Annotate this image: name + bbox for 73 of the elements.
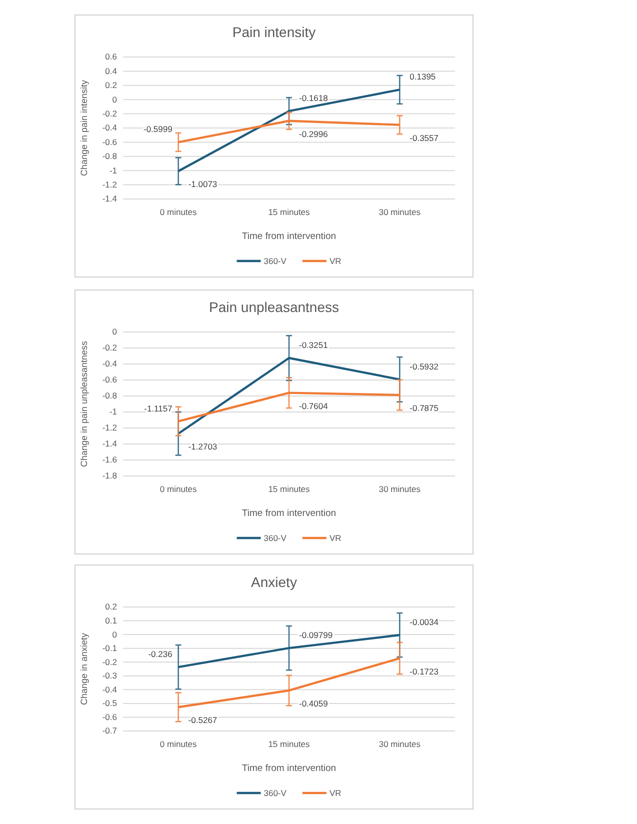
- legend-label: VR: [329, 256, 342, 266]
- data-label: -0.5267: [188, 715, 218, 726]
- data-label: -0.1723: [410, 666, 439, 676]
- y-tick-label: 0.2: [105, 602, 118, 612]
- data-label: -0.236: [148, 649, 173, 660]
- y-tick-label: 0: [112, 326, 118, 337]
- data-label: -0.5932: [410, 361, 439, 372]
- y-tick-label: 0.6: [105, 52, 118, 62]
- y-tick-label: -0.3: [102, 670, 118, 681]
- y-tick-label: -1.2: [102, 422, 118, 433]
- y-tick-label: 0.2: [105, 80, 118, 90]
- legend-label: VR: [329, 788, 342, 798]
- data-label: -0.09799: [299, 630, 333, 640]
- y-tick-label: -1.2: [102, 180, 118, 190]
- x-tick-label: 0 minutes: [160, 739, 197, 750]
- y-tick-label: -0.4: [102, 684, 118, 694]
- x-tick-label: 0 minutes: [160, 484, 197, 494]
- data-label: -1.1157: [144, 403, 173, 414]
- data-label: -0.3251: [299, 340, 328, 350]
- chart-title: Pain unpleasantness: [209, 299, 339, 315]
- y-tick-label: -0.4: [102, 358, 118, 369]
- x-tick-label: 15 minutes: [268, 207, 310, 218]
- y-tick-label: -0.7: [102, 726, 118, 736]
- y-tick-label: -1.6: [102, 454, 118, 465]
- data-label: -0.7604: [299, 400, 328, 411]
- x-tick-label: 15 minutes: [268, 484, 310, 494]
- chart-title: Pain intensity: [232, 24, 316, 40]
- y-tick-label: -0.6: [102, 136, 118, 147]
- data-label: -0.4059: [299, 698, 328, 708]
- y-tick-label: 0.4: [105, 66, 118, 76]
- x-tick-label: 30 minutes: [378, 739, 420, 750]
- x-tick-label: 0 minutes: [160, 207, 197, 218]
- x-tick-label: 30 minutes: [378, 484, 420, 494]
- x-axis-title: Time from intervention: [242, 231, 336, 242]
- x-tick-label: 15 minutes: [268, 739, 310, 750]
- chart-title: Anxiety: [251, 574, 297, 590]
- y-tick-label: 0: [112, 629, 118, 640]
- data-label: -0.0034: [410, 617, 439, 628]
- legend-label: 360-V: [264, 788, 287, 798]
- y-tick-label: -0.1: [102, 643, 118, 654]
- y-tick-label: -0.5: [102, 698, 118, 708]
- y-tick-label: -0.8: [102, 151, 118, 162]
- legend-label: 360-V: [264, 533, 287, 543]
- y-axis-title: Change in pain intensity: [79, 79, 89, 176]
- y-tick-label: -0.2: [102, 656, 118, 667]
- y-axis-title: Change in anxiety: [79, 632, 89, 706]
- data-label: -0.7875: [410, 403, 439, 413]
- y-tick-label: -0.8: [102, 390, 118, 401]
- y-tick-label: -0.6: [102, 712, 118, 722]
- x-tick-label: 30 minutes: [378, 207, 420, 218]
- legend-label: VR: [329, 533, 342, 543]
- y-tick-label: 0: [112, 94, 118, 104]
- data-label: -0.1618: [299, 93, 328, 104]
- y-tick-label: -0.2: [102, 108, 118, 119]
- y-tick-label: -1.4: [102, 194, 118, 204]
- y-tick-label: -1: [109, 165, 118, 176]
- y-tick-label: -0.6: [102, 374, 118, 385]
- y-tick-label: 0.1: [105, 616, 118, 626]
- y-axis-title: Change in pain unpleasantness: [79, 340, 89, 468]
- y-tick-label: -1.4: [102, 438, 118, 449]
- legend-label: 360-V: [264, 256, 287, 266]
- data-label: -0.5999: [143, 124, 173, 134]
- y-tick-label: -1.8: [102, 470, 118, 481]
- data-label: 0.1395: [410, 72, 436, 82]
- data-label: -0.2996: [299, 128, 328, 139]
- data-label: -0.3557: [410, 132, 439, 143]
- data-label: -1.2703: [188, 442, 218, 452]
- data-label: -1.0073: [188, 179, 218, 190]
- y-tick-label: -1: [109, 406, 118, 417]
- y-tick-label: -0.4: [102, 122, 118, 133]
- y-tick-label: -0.2: [102, 342, 118, 353]
- x-axis-title: Time from intervention: [242, 508, 336, 519]
- x-axis-title: Time from intervention: [242, 763, 336, 774]
